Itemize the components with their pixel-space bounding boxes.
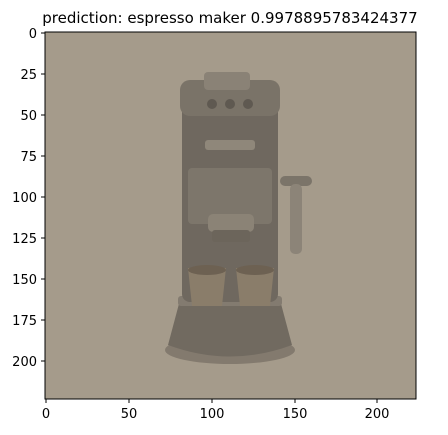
y-axis: 0 25 50 75 100 125 150 175 200: [12, 27, 45, 370]
y-tick-label: 100: [12, 191, 37, 206]
y-tick-label: 175: [12, 314, 37, 329]
y-tick-label: 50: [20, 109, 37, 124]
x-tick-label: 100: [200, 407, 225, 422]
y-tick-label: 200: [12, 355, 37, 370]
y-tick-label: 150: [12, 273, 37, 288]
image-panel: [45, 32, 416, 399]
y-tick-label: 0: [29, 27, 37, 42]
x-tick-label: 150: [283, 407, 308, 422]
x-tick-label: 200: [365, 407, 390, 422]
y-tick-label: 75: [20, 150, 37, 165]
plot-title: prediction: espresso maker 0.99788957834…: [42, 9, 417, 27]
x-tick-label: 50: [121, 407, 138, 422]
y-tick-label: 125: [12, 232, 37, 247]
x-axis: 0 50 100 150 200: [42, 399, 390, 422]
x-tick-label: 0: [42, 407, 50, 422]
y-tick-label: 25: [20, 68, 37, 83]
